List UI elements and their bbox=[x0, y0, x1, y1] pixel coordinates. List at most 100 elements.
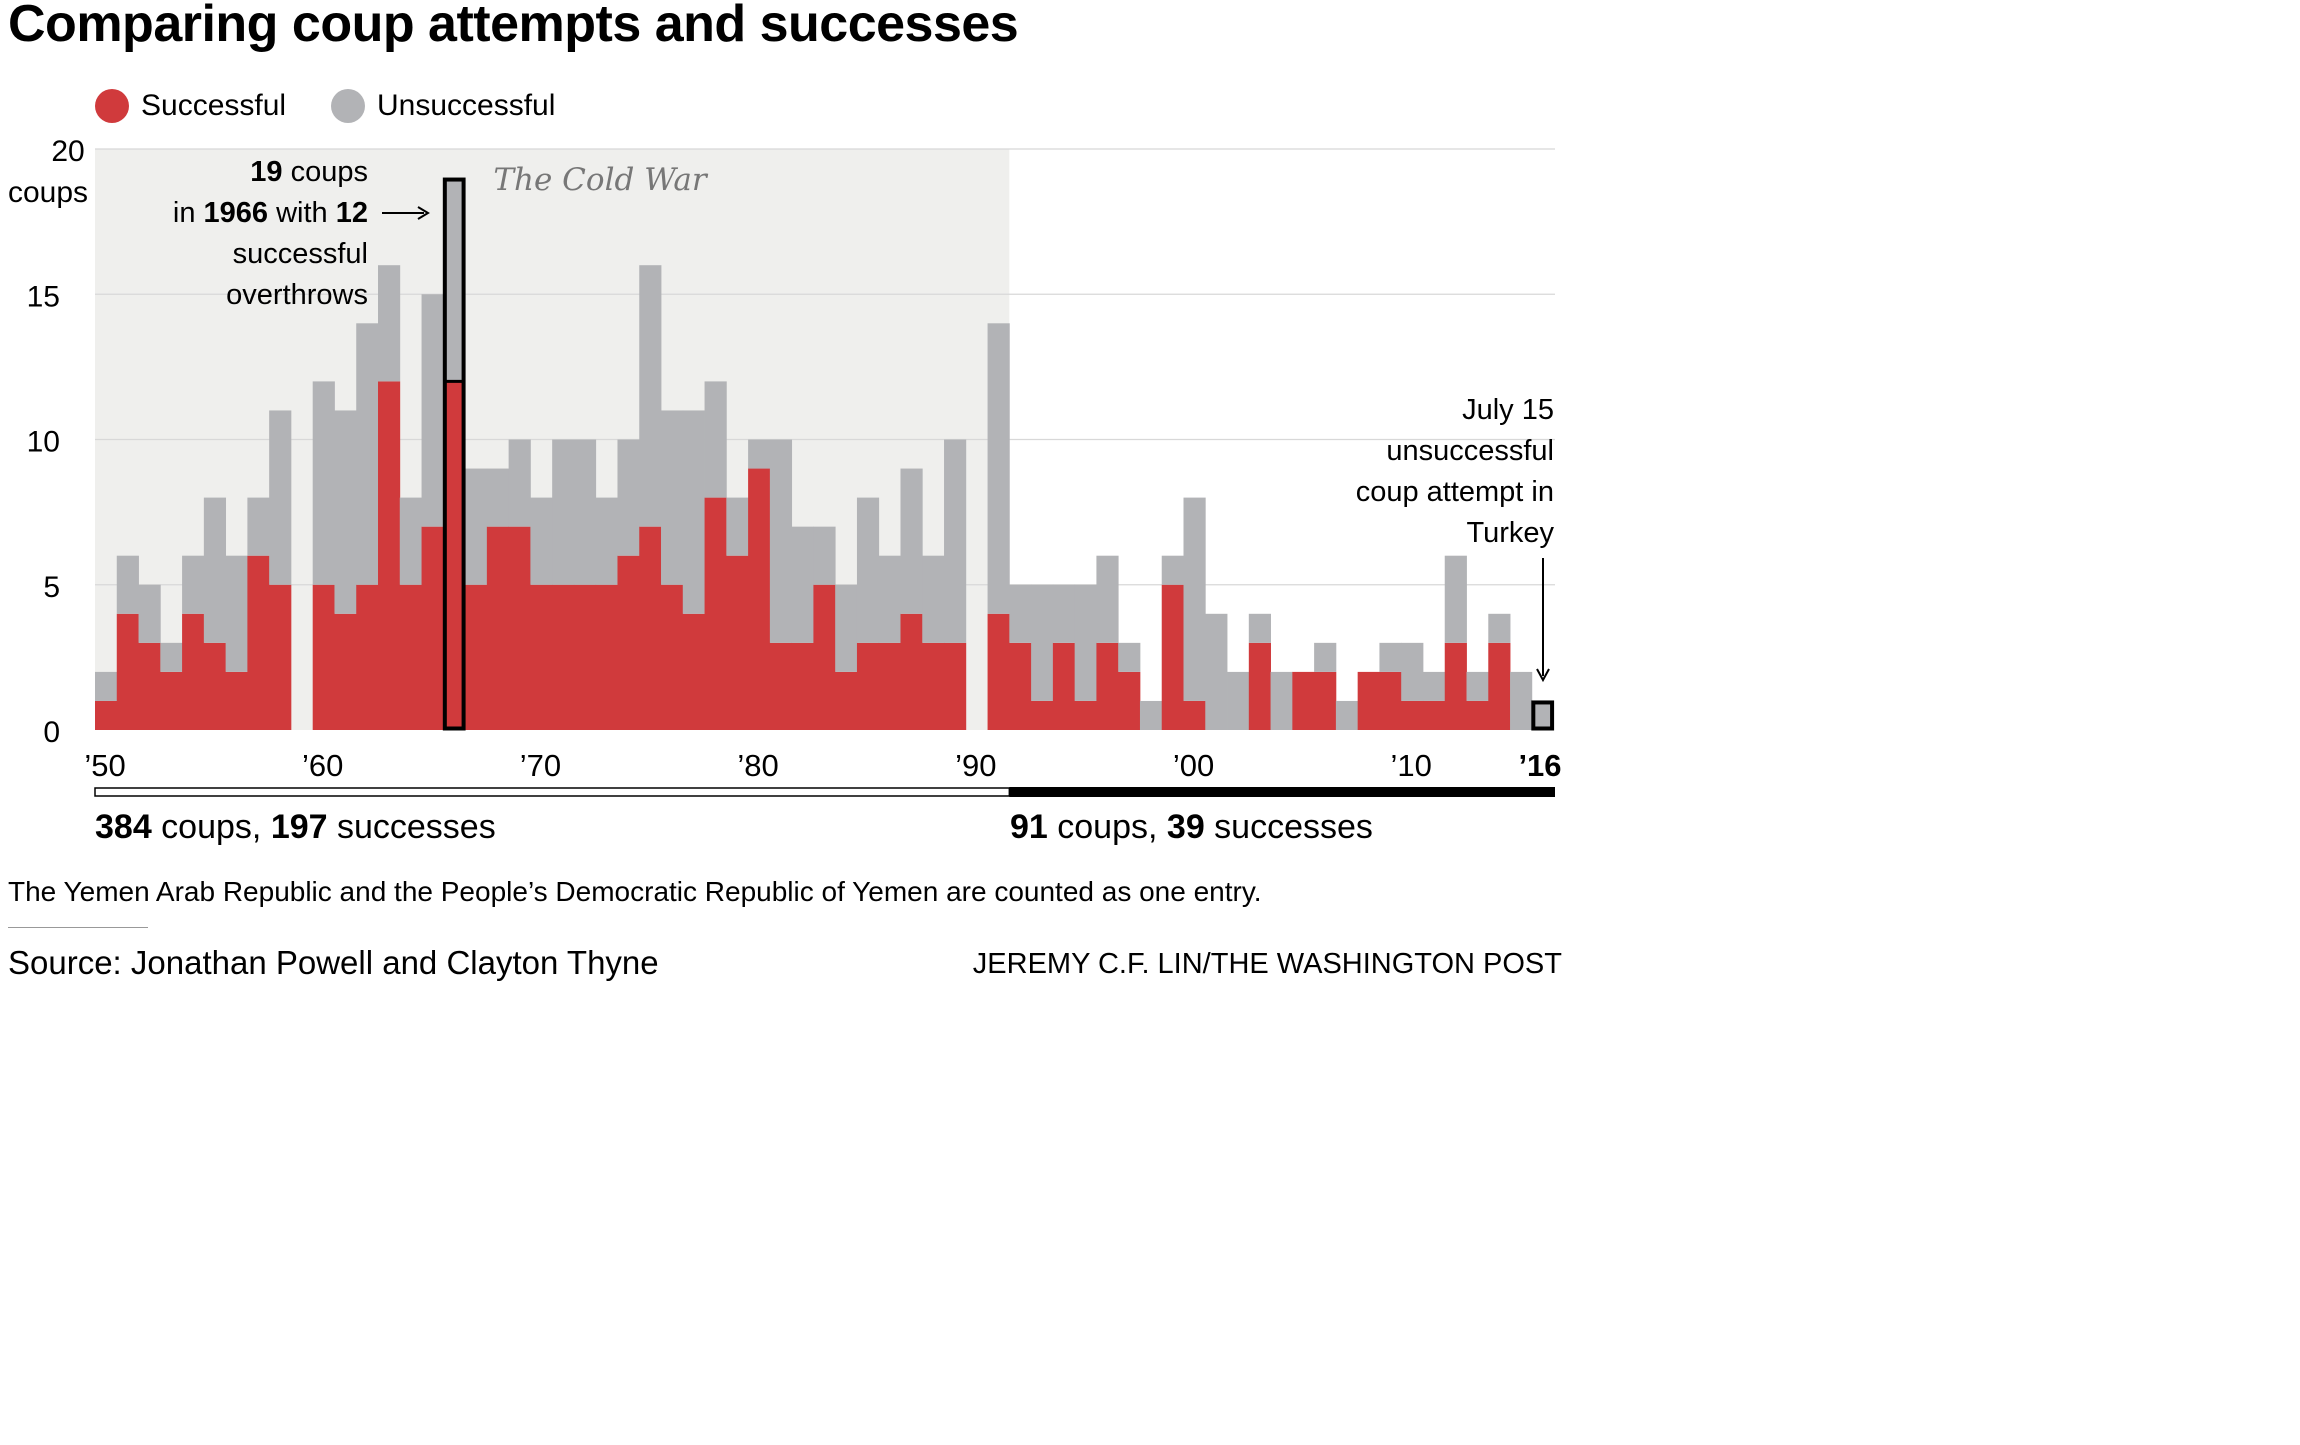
bar-unsuccessful-1956 bbox=[225, 555, 248, 672]
x-tick-label-’60: ’60 bbox=[302, 748, 343, 783]
bar-successful-2011 bbox=[1422, 700, 1446, 730]
bar-successful-1980 bbox=[748, 468, 771, 730]
x-tick-label-’80: ’80 bbox=[737, 748, 778, 783]
bar-unsuccessful-1965 bbox=[421, 294, 444, 527]
summary-left-coups-label: coups, bbox=[151, 808, 271, 846]
bar-successful-1953 bbox=[160, 671, 183, 730]
bar-successful-1954 bbox=[182, 613, 205, 730]
bar-unsuccessful-1996 bbox=[1096, 555, 1119, 643]
bar-unsuccessful-1971 bbox=[552, 439, 575, 585]
bar-unsuccessful-1989 bbox=[944, 439, 967, 643]
bar-successful-1952 bbox=[138, 642, 161, 730]
bar-successful-1991 bbox=[987, 613, 1010, 730]
bar-successful-2006 bbox=[1314, 671, 1337, 730]
bar-successful-1976 bbox=[661, 584, 684, 730]
x-tick-label-’00: ’00 bbox=[1173, 748, 1214, 783]
bar-unsuccessful-1967 bbox=[465, 468, 488, 585]
legend-successful-label: Successful bbox=[141, 89, 287, 122]
bar-successful-1992 bbox=[1009, 642, 1032, 730]
bar-unsuccessful-1981 bbox=[769, 439, 793, 643]
bar-unsuccessful-1953 bbox=[160, 642, 183, 672]
highlight-box-2016 bbox=[1531, 700, 1555, 731]
y-tick-label-15: 15 bbox=[27, 280, 60, 313]
annotation-turkey-line4: Turkey bbox=[1466, 517, 1554, 549]
bar-successful-1994 bbox=[1052, 642, 1076, 730]
x-tick-label-’16: ’16 bbox=[1518, 748, 1561, 783]
x-tick-label-’50: ’50 bbox=[84, 748, 125, 783]
bar-unsuccessful-1952 bbox=[138, 584, 161, 643]
summary-cold-war: 384 coups, 197 successes bbox=[95, 808, 496, 847]
bar-unsuccessful-2012 bbox=[1444, 555, 1467, 643]
bar-unsuccessful-1999 bbox=[1161, 555, 1184, 585]
bar-successful-1982 bbox=[791, 642, 814, 730]
bar-successful-1963 bbox=[378, 381, 401, 730]
divider bbox=[8, 927, 148, 928]
x-tick-label-’10: ’10 bbox=[1391, 748, 1432, 783]
cold-war-label: The Cold War bbox=[493, 162, 708, 198]
bar-successful-2008 bbox=[1357, 671, 1380, 730]
y-tick-label-10: 10 bbox=[27, 426, 60, 459]
bar-unsuccessful-2007 bbox=[1335, 700, 1359, 730]
bar-unsuccessful-1992 bbox=[1009, 584, 1032, 643]
bar-chart: The Cold War 0 5 10 15 20 coups ’50 ’60 ’70 ’80 ’90… bbox=[8, 135, 1562, 797]
bar-unsuccessful-1960 bbox=[312, 381, 335, 585]
bar-successful-2010 bbox=[1401, 700, 1424, 730]
summary-post-cold-war: 91 coups, 39 successes bbox=[1010, 808, 1373, 847]
bar-successful-1970 bbox=[530, 584, 553, 730]
bar-unsuccessful-1969 bbox=[508, 439, 531, 527]
bar-unsuccessful-1977 bbox=[682, 410, 705, 614]
bar-unsuccessful-1950 bbox=[95, 671, 118, 701]
bar-unsuccessful-1993 bbox=[1031, 584, 1054, 701]
bar-successful-1971 bbox=[552, 584, 575, 730]
bar-successful-1972 bbox=[573, 584, 597, 730]
bar-successful-1957 bbox=[247, 555, 270, 730]
source: Source: Jonathan Powell and Clayton Thyn… bbox=[8, 944, 659, 981]
bar-successful-1961 bbox=[334, 613, 357, 730]
bar-successful-2009 bbox=[1379, 671, 1402, 730]
bar-unsuccessful-2004 bbox=[1270, 671, 1293, 730]
annotation-1966-in: in bbox=[172, 197, 204, 229]
bar-successful-1984 bbox=[835, 671, 858, 730]
bar-successful-1956 bbox=[225, 671, 248, 730]
bar-unsuccessful-2014 bbox=[1488, 613, 1511, 643]
bar-unsuccessful-1958 bbox=[269, 410, 292, 585]
bar-successful-2000 bbox=[1183, 700, 1206, 730]
bar-successful-1962 bbox=[356, 584, 379, 730]
bar-unsuccessful-1984 bbox=[835, 584, 858, 672]
legend-unsuccessful-swatch bbox=[331, 89, 365, 123]
annotation-1966: 19 coups in 1966 with 12 successful over… bbox=[173, 152, 368, 316]
annotation-1966-year: 1966 bbox=[203, 197, 269, 229]
bar-successful-2012 bbox=[1444, 642, 1467, 730]
bar-unsuccessful-2016 bbox=[1531, 700, 1554, 730]
y-tick-label-5: 5 bbox=[43, 571, 60, 604]
bar-successful-1978 bbox=[704, 497, 727, 730]
bar-unsuccessful-1951 bbox=[116, 555, 139, 614]
legend-unsuccessful-label: Unsuccessful bbox=[377, 89, 556, 122]
bar-unsuccessful-1987 bbox=[900, 468, 923, 614]
bar-successful-1969 bbox=[508, 526, 531, 730]
arrow-1966-head bbox=[417, 206, 430, 220]
arrow-turkey-head bbox=[1536, 668, 1550, 683]
bar-successful-1973 bbox=[595, 584, 618, 730]
bar-successful-1993 bbox=[1031, 700, 1054, 730]
bar-unsuccessful-1982 bbox=[791, 526, 814, 643]
summary-left-successes: 197 bbox=[270, 808, 328, 846]
highlight-box-1966 bbox=[442, 177, 466, 731]
annotation-1966-line1: coups bbox=[282, 156, 368, 188]
bar-unsuccessful-2009 bbox=[1379, 642, 1402, 672]
annotation-1966-line4: overthrows bbox=[226, 279, 368, 311]
bar-successful-1964 bbox=[399, 584, 422, 730]
bar-successful-1977 bbox=[682, 613, 705, 730]
bar-unsuccessful-1974 bbox=[617, 439, 640, 556]
chart-title: Comparing coup attempts and successes bbox=[8, 0, 1019, 53]
bar-successful-1985 bbox=[856, 642, 880, 730]
bar-unsuccessful-1975 bbox=[639, 265, 662, 527]
annotation-1966-with: with bbox=[268, 197, 336, 229]
summary-left-coups: 384 bbox=[95, 808, 152, 846]
bar-successful-1983 bbox=[813, 584, 836, 730]
bar-unsuccessful-1985 bbox=[856, 497, 880, 643]
bar-unsuccessful-1983 bbox=[813, 526, 836, 585]
bar-successful-1979 bbox=[726, 555, 749, 730]
bar-successful-1955 bbox=[203, 642, 227, 730]
bar-unsuccessful-1986 bbox=[878, 555, 901, 643]
